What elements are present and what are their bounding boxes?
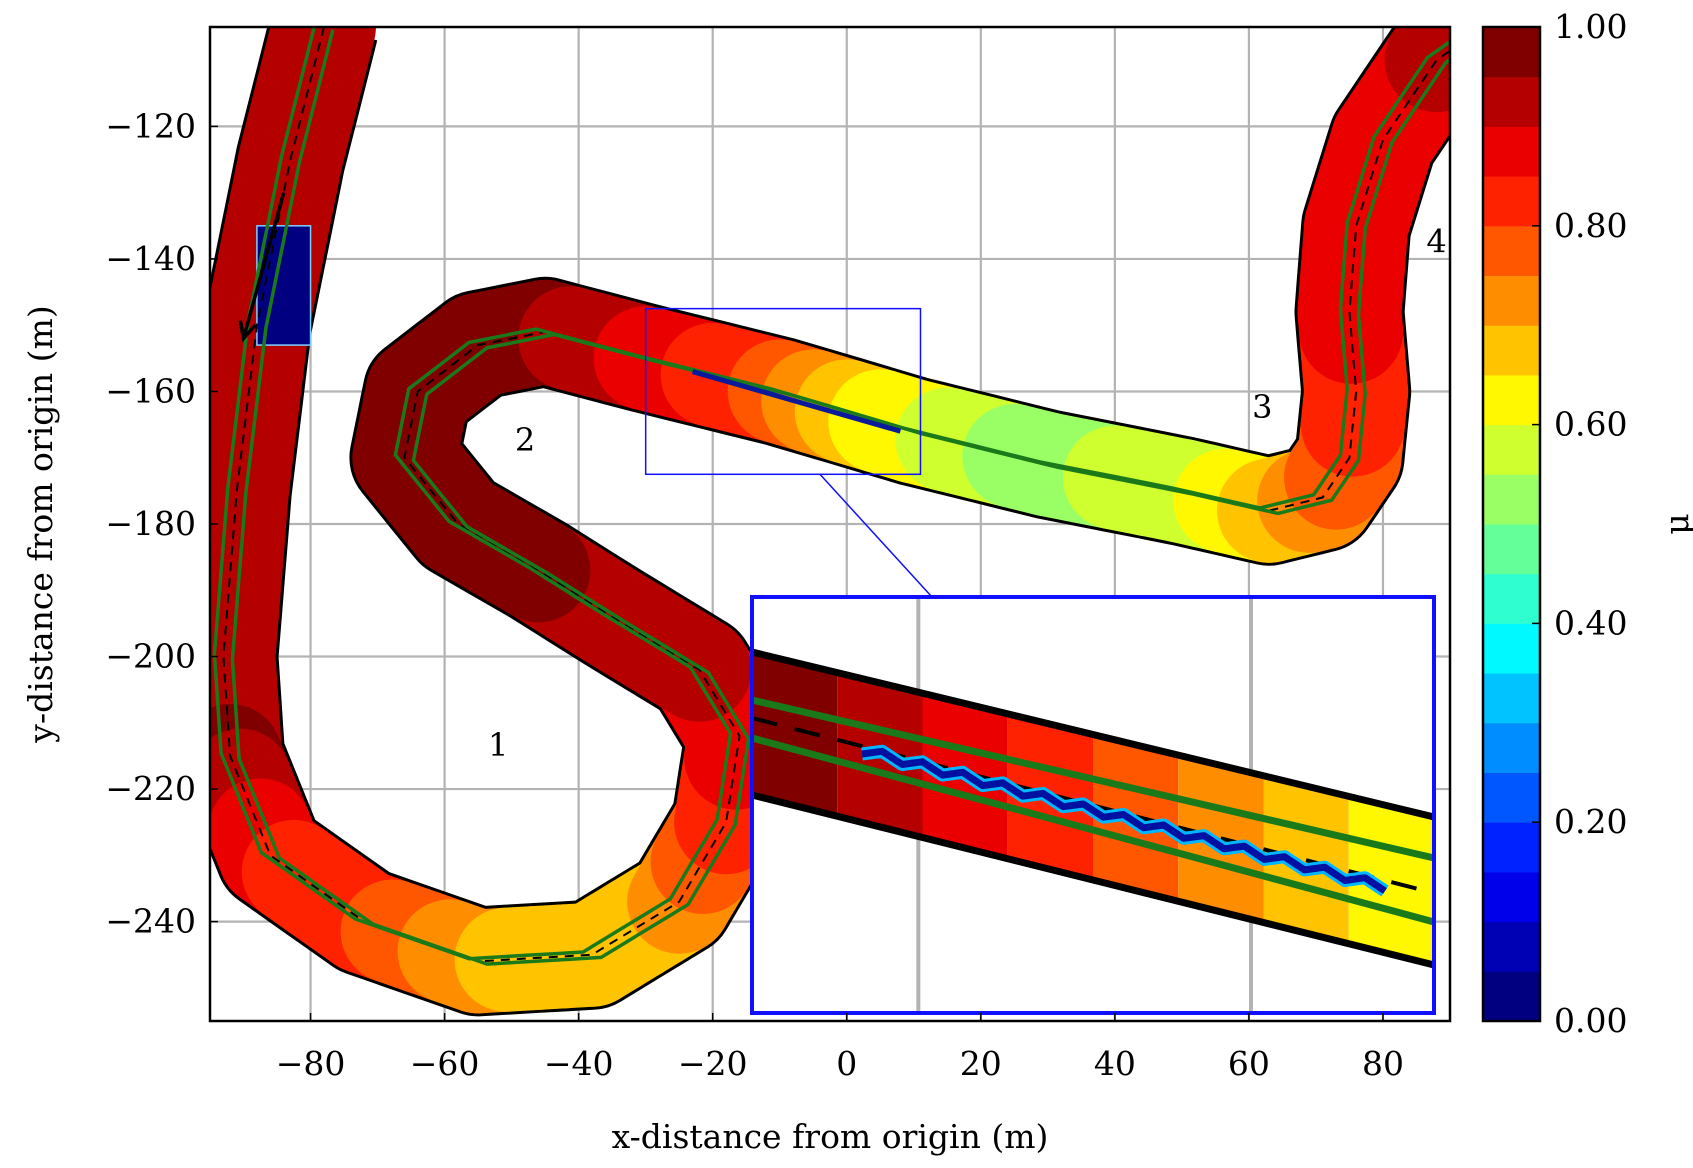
- colorbar-tick-label: 0.40: [1554, 603, 1627, 642]
- x-tick-label: 80: [1362, 1044, 1404, 1083]
- x-tick-label: −20: [678, 1044, 748, 1083]
- turn-label: 2: [515, 421, 535, 459]
- y-tick-label: −220: [105, 769, 196, 808]
- ice-strip: [691, 369, 902, 434]
- x-tick-label: 60: [1228, 1044, 1270, 1083]
- y-tick-label: −140: [105, 239, 196, 278]
- y-tick-label: −160: [105, 371, 196, 410]
- y-tick-label: −180: [105, 504, 196, 543]
- colorbar-level: [1483, 325, 1540, 376]
- track-segment: [1408, 27, 1450, 95]
- turn-label: 3: [1252, 388, 1272, 426]
- colorbar-label: μ: [1657, 513, 1693, 534]
- inset-ice-strip: [861, 747, 1387, 894]
- zoom-region-box: [644, 307, 922, 476]
- inset-track-edge: [752, 648, 1434, 821]
- colorbar-level: [1483, 971, 1540, 1022]
- colorbar-level: [1483, 871, 1540, 923]
- reference-centerline: [222, 27, 1450, 963]
- colorbar-frame: [1481, 25, 1542, 1023]
- colorbar-level: [1483, 474, 1540, 525]
- direction-arrow: [238, 192, 286, 343]
- colorbar-level: [1483, 374, 1540, 426]
- colorbar-level: [1483, 176, 1540, 227]
- colorbar-level: [1483, 424, 1540, 475]
- inset-friction-band: [752, 652, 838, 817]
- x-axis-ticks: −80 −60 −40 −20 0 20 40 60 80: [276, 1013, 1404, 1083]
- inset-vehicle-trajectory: [752, 734, 1434, 926]
- colorbar-level: [1483, 275, 1540, 326]
- turn-labels: 1 2 3 4: [488, 222, 1447, 764]
- colorbar-tick-label: 0.00: [1554, 1001, 1627, 1040]
- x-axis-label: x-distance from origin (m): [612, 1117, 1049, 1156]
- colorbar-tick-label: 0.60: [1554, 405, 1627, 444]
- colorbar-level: [1483, 126, 1540, 177]
- y-axis-label: y-distance from origin (m): [21, 305, 60, 743]
- colorbar-level: [1483, 623, 1540, 674]
- inset-friction-band: [1348, 796, 1434, 965]
- vehicle-trajectory: [230, 29, 1450, 966]
- y-tick-label: −120: [105, 106, 196, 145]
- colorbar-level: [1483, 921, 1540, 972]
- turn-label: 1: [488, 726, 508, 764]
- colorbar-level: [1483, 772, 1540, 823]
- y-axis-ticks: −120 −140 −160 −180 −200 −220 −240: [105, 106, 218, 941]
- y-tick-label: −200: [105, 637, 196, 676]
- colorbar: 0.00 0.20 0.40 0.60 0.80 1.00: [1481, 7, 1627, 1040]
- zoom-inset: [750, 595, 1436, 1015]
- x-tick-label: −40: [544, 1044, 614, 1083]
- x-tick-label: 40: [1094, 1044, 1136, 1083]
- vehicle-trajectory: [212, 27, 1450, 961]
- arrow-shaft: [241, 192, 286, 339]
- colorbar-level: [1483, 673, 1540, 724]
- inset-friction-band: [1263, 775, 1349, 944]
- colorbar-tick-label: 0.20: [1554, 802, 1627, 841]
- colorbar-level: [1483, 27, 1540, 78]
- track-overlays: [212, 27, 1450, 966]
- x-tick-label: 0: [836, 1044, 857, 1083]
- arrow-head: [238, 320, 257, 343]
- colorbar-level: [1483, 722, 1540, 773]
- colorbar-level: [1483, 573, 1540, 624]
- x-tick-label: 20: [960, 1044, 1002, 1083]
- x-tick-label: −80: [276, 1044, 346, 1083]
- colorbar-tick-label: 1.00: [1554, 7, 1627, 46]
- colorbar-level: [1483, 225, 1540, 276]
- inset-track-edge: [752, 791, 1434, 969]
- turn-label: 4: [1426, 222, 1446, 260]
- inset-vehicle-trajectory: [752, 696, 1434, 862]
- colorbar-level: [1483, 76, 1540, 127]
- colorbar-level: [1483, 822, 1540, 873]
- zoom-connector-line: [819, 473, 933, 598]
- colorbar-tick-label: 0.80: [1554, 206, 1627, 245]
- y-tick-label: −240: [105, 902, 196, 941]
- x-tick-label: −60: [410, 1044, 480, 1083]
- colorbar-level: [1483, 524, 1540, 575]
